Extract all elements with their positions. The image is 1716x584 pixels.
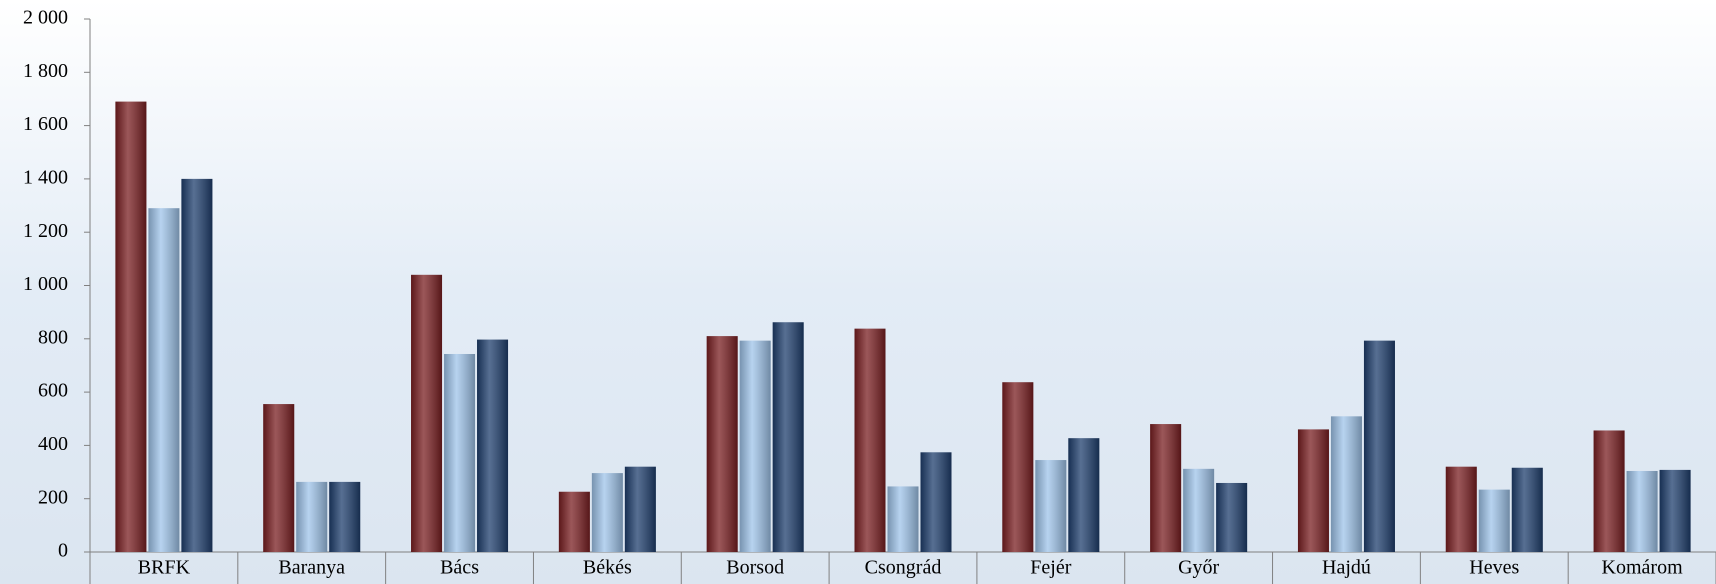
bar [1330,416,1362,552]
bar [1150,424,1182,552]
y-tick-label: 800 [38,326,68,348]
bar [706,336,738,552]
bar [296,481,328,552]
bar [1216,482,1248,552]
bar [1626,470,1658,552]
x-tick-label: Győr [1178,557,1219,579]
bar [148,208,180,552]
x-tick-label: Bács [440,557,479,579]
x-tick-label: Baranya [278,557,345,579]
x-tick-label: BRFK [138,557,191,579]
bar [591,473,623,552]
y-tick-label: 200 [38,486,68,508]
y-tick-label: 1 800 [23,60,68,82]
x-tick-label: Komárom [1602,557,1684,579]
y-tick-label: 600 [38,380,68,402]
x-tick-label: Békés [583,557,632,579]
bar [1511,467,1543,552]
bar [920,452,952,552]
bar [1659,469,1691,552]
y-tick-label: 0 [58,540,68,562]
bar [1593,430,1625,552]
bar [1002,382,1034,552]
bar [444,353,476,552]
x-tick-label: Csongrád [865,557,942,579]
y-tick-label: 1 000 [23,273,68,295]
bar [854,328,886,552]
bar [411,274,443,552]
bar [329,481,361,552]
bar [1363,340,1395,552]
bar [558,491,590,552]
bar [739,340,771,552]
y-tick-label: 1 200 [23,220,68,242]
y-tick-label: 2 000 [23,7,68,29]
bar [181,178,213,552]
y-tick-label: 1 400 [23,166,68,188]
x-tick-label: Fejér [1030,557,1071,579]
bar [1068,438,1100,552]
bar [263,404,295,552]
bar [115,101,147,553]
y-tick-label: 1 600 [23,113,68,135]
x-tick-label: Heves [1469,557,1519,579]
y-tick-label: 400 [38,433,68,455]
bar [772,322,804,552]
bar [477,339,509,552]
bar [1183,468,1215,552]
bar [1445,466,1477,552]
bar [887,486,919,552]
x-tick-label: Hajdú [1322,557,1371,579]
bar [1297,429,1329,552]
bar [1035,460,1067,552]
bar [624,466,656,552]
bar [1478,489,1510,552]
x-tick-label: Borsod [726,557,784,579]
